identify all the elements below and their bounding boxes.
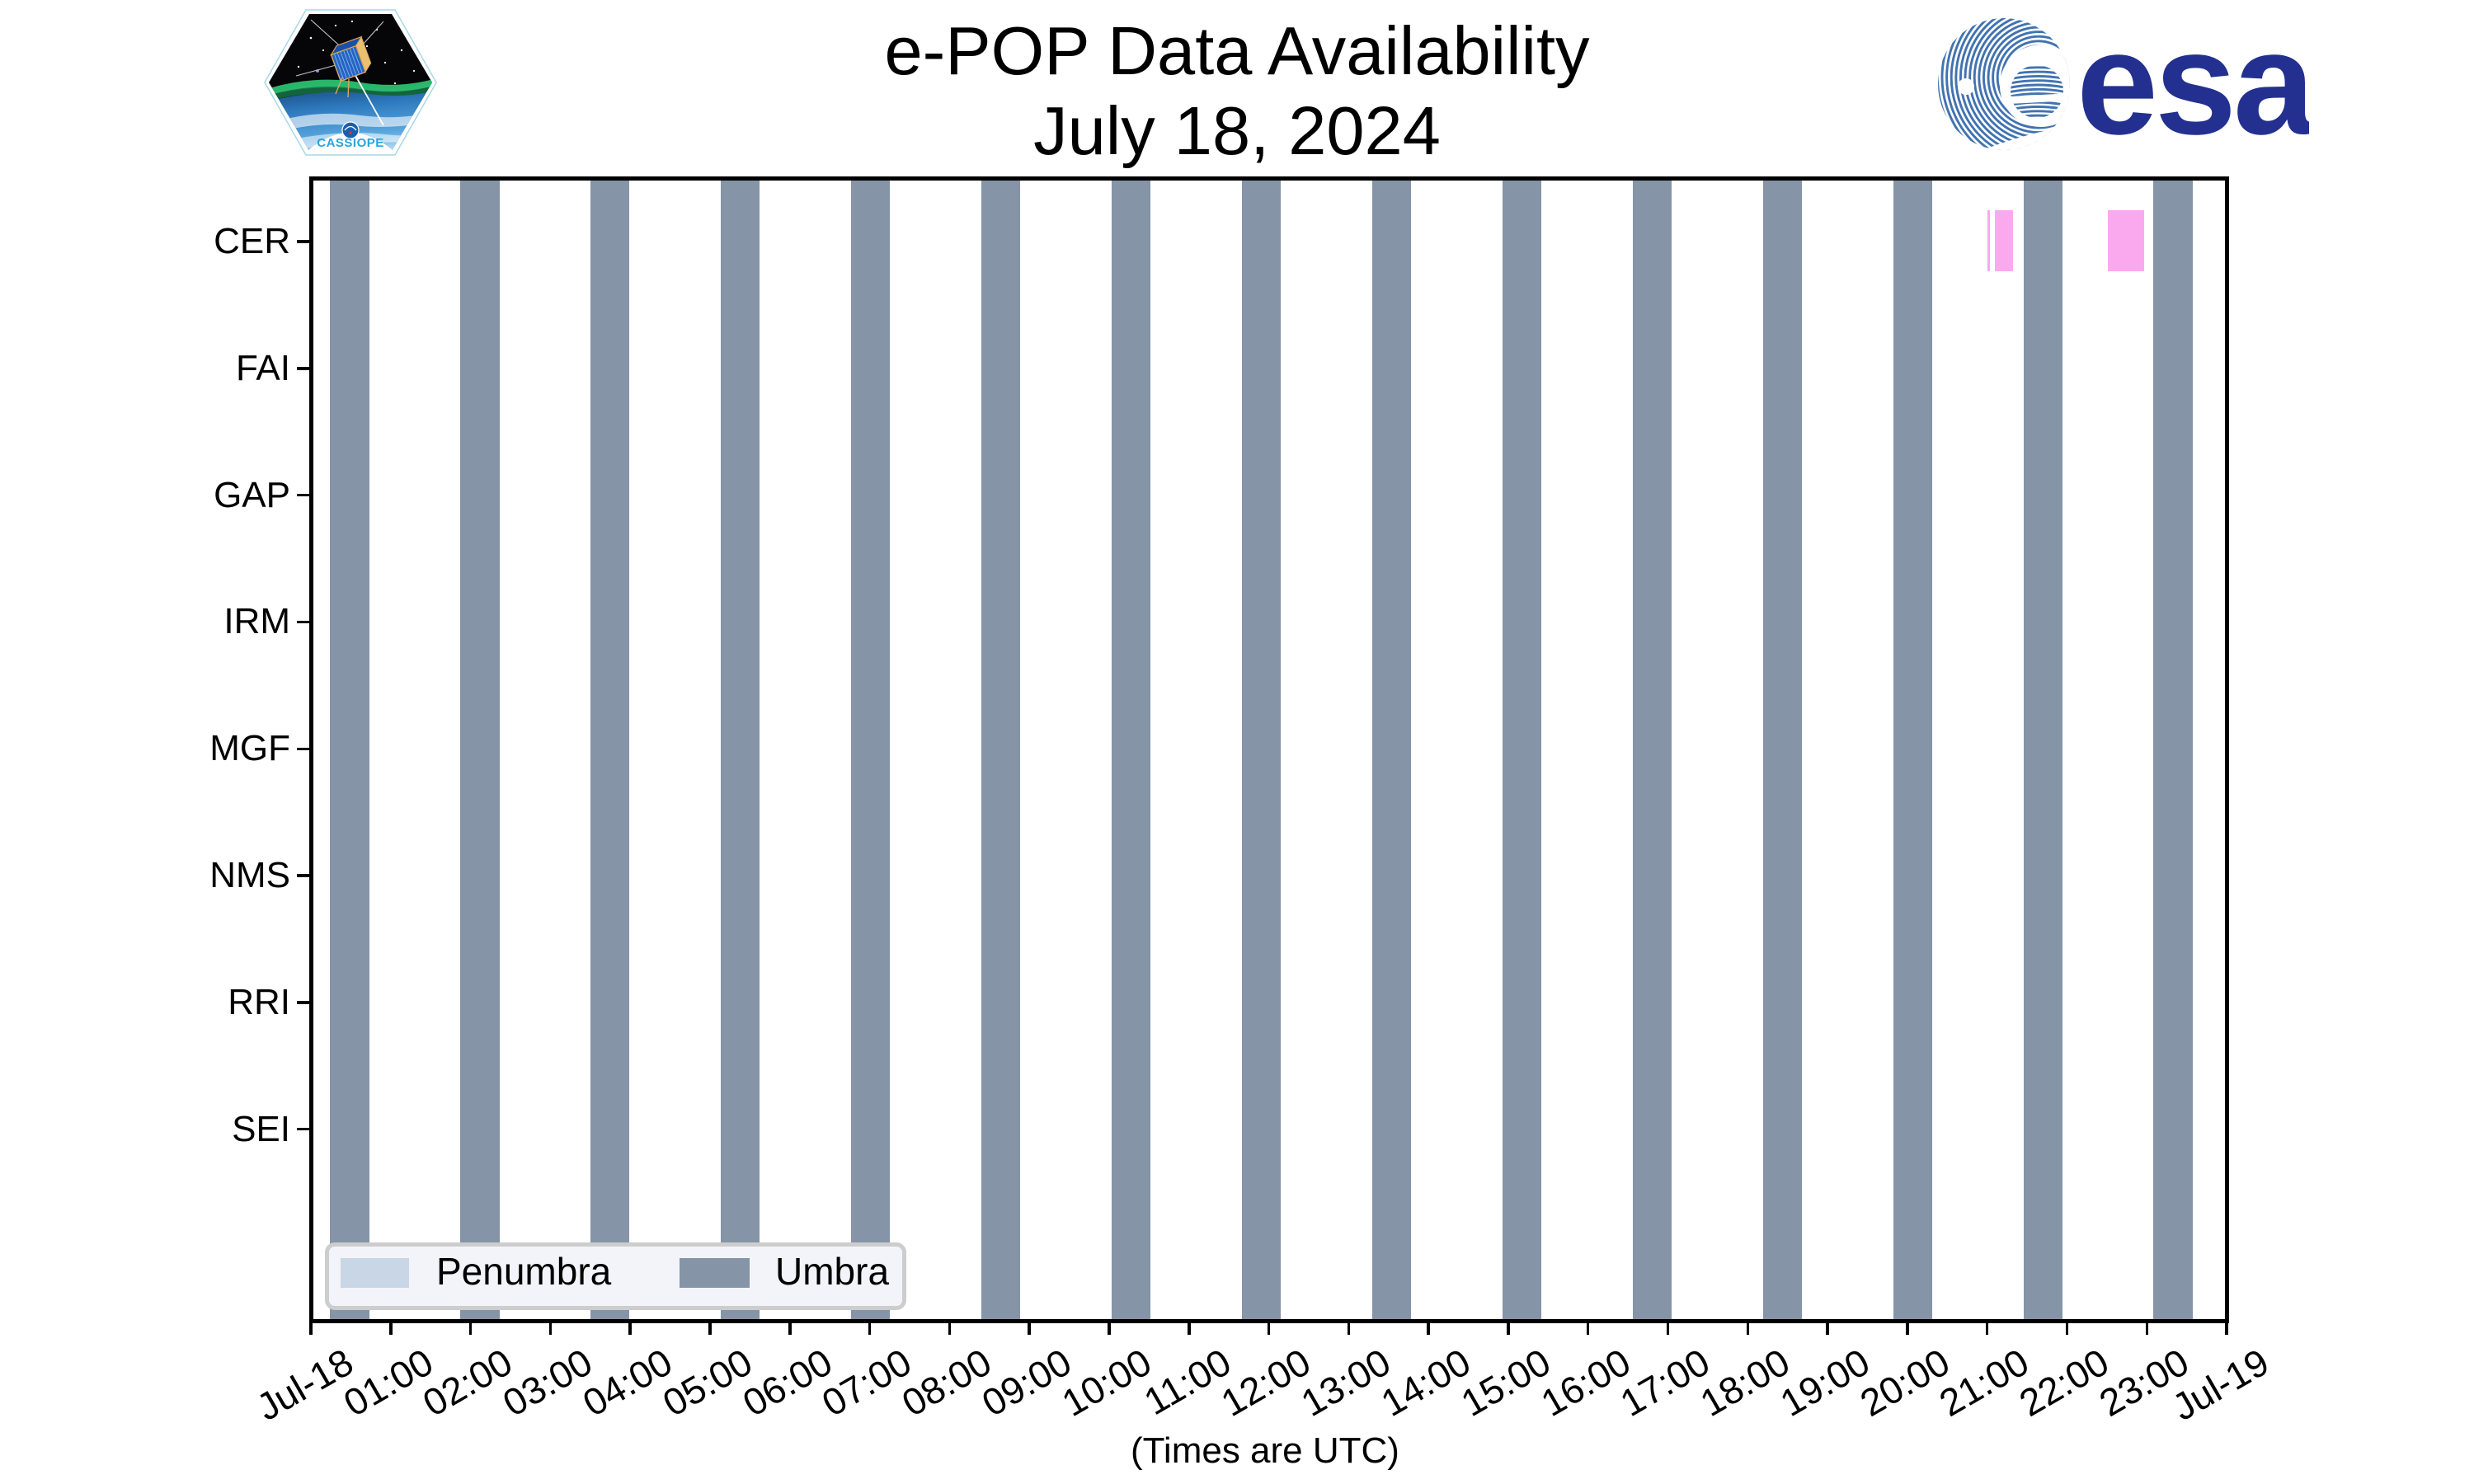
svg-text:CASSIOPE: CASSIOPE — [317, 136, 384, 150]
svg-text:esa: esa — [2077, 13, 2309, 162]
